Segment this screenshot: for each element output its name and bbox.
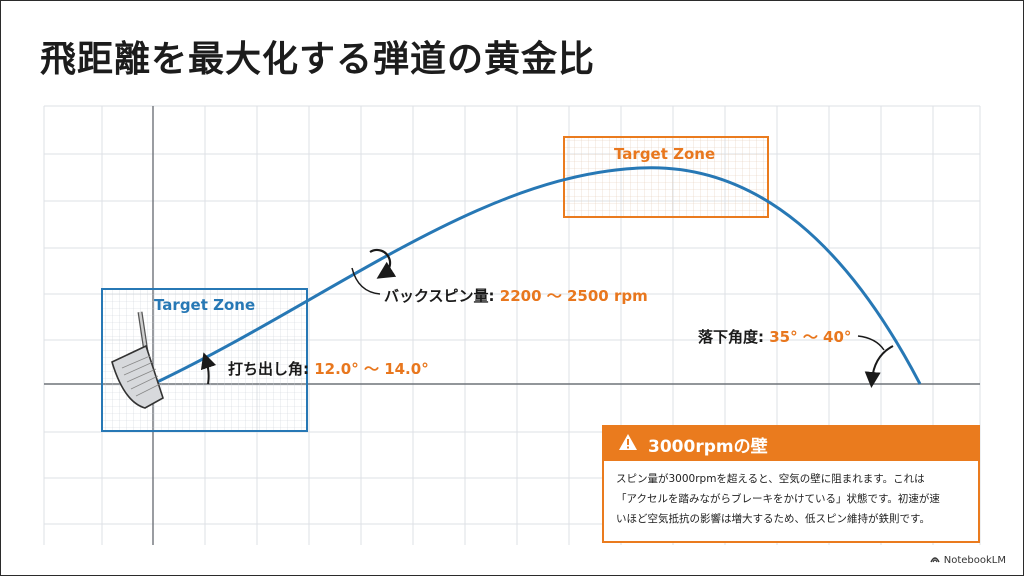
warning-title: 3000rpmの壁 [648, 436, 768, 457]
apex-target-zone [563, 136, 769, 218]
landing-leader-line [857, 335, 885, 351]
spin-warning-box: 3000rpmの壁 スピン量が3000rpmを超えると、空気の壁に阻まれます。こ… [602, 425, 980, 543]
landing-angle-annotation: 落下角度: 35° ～ 40° [698, 326, 851, 347]
apex-zone-label: Target Zone [614, 145, 716, 163]
notebooklm-branding: NotebookLM [930, 555, 1006, 566]
backspin-leader-line [351, 267, 381, 295]
warning-line: スピン量が3000rpmを超えると、空気の壁に阻まれます。これは [616, 473, 925, 485]
warning-text: スピン量が3000rpmを超えると、空気の壁に阻まれます。これは 「アクセルを踏… [604, 461, 978, 529]
page-title: 飛距離を最大化する弾道の黄金比 [40, 39, 596, 80]
golf-club-icon [111, 311, 164, 409]
launch-angle-arc [200, 352, 217, 385]
warning-line: いほど空気抵抗の影響は増大するため、低スピン維持が鉄則です。 [616, 513, 930, 525]
warning-header: 3000rpmの壁 [604, 427, 978, 461]
spin-arrow-icon [369, 248, 397, 279]
warning-icon [618, 433, 638, 456]
backspin-value: 2200 ～ 2500 rpm [499, 287, 648, 305]
landing-angle-value: 35° ～ 40° [769, 328, 852, 346]
notebooklm-logo-icon [930, 555, 940, 566]
warning-line: 「アクセルを踏みながらブレーキをかけている」状態です。初速が速 [616, 493, 940, 505]
launch-angle-label: 打ち出し角: [228, 360, 309, 378]
launch-angle-annotation: 打ち出し角: 12.0° ～ 14.0° [228, 358, 429, 379]
launch-angle-value: 12.0° ～ 14.0° [314, 360, 429, 378]
backspin-annotation: バックスピン量: 2200 ～ 2500 rpm [384, 285, 648, 306]
landing-angle-label: 落下角度: [698, 328, 764, 346]
launch-zone-label: Target Zone [154, 296, 256, 314]
backspin-label: バックスピン量: [384, 287, 495, 305]
ball-trajectory [152, 166, 922, 386]
branding-text: NotebookLM [943, 555, 1006, 566]
landing-angle-arc [864, 345, 894, 388]
